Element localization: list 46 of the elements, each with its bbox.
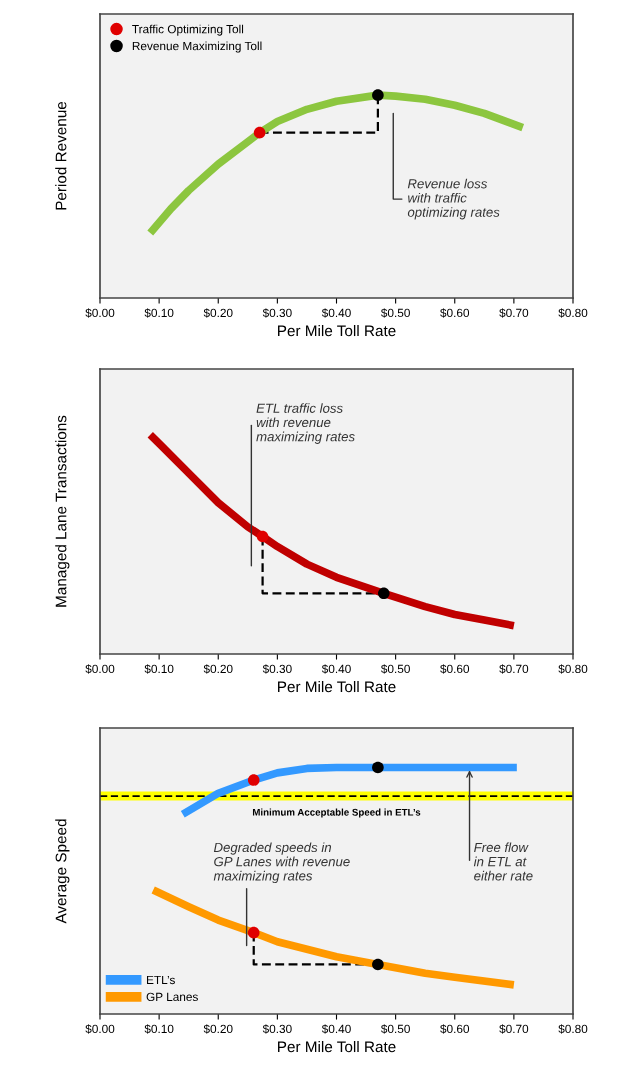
x-tick-label: $0.10 bbox=[144, 1024, 174, 1034]
annotation: Revenue loss with traffic optimizing rates bbox=[407, 178, 500, 220]
point bbox=[247, 926, 260, 939]
x-tick-label: $0.70 bbox=[499, 1024, 529, 1034]
x-tick-label: $0.50 bbox=[380, 664, 410, 674]
x-tick-label: $0.60 bbox=[440, 308, 470, 318]
y-axis-title: Period Revenue bbox=[55, 101, 67, 210]
legend-label: ETL’s bbox=[147, 975, 175, 985]
point bbox=[372, 761, 384, 774]
y-axis-title: Average Speed bbox=[55, 819, 70, 924]
x-tick-label: $0.40 bbox=[321, 308, 351, 318]
x-axis-title: Per Mile Toll Rate bbox=[278, 680, 396, 693]
x-tick-label: $0.60 bbox=[440, 664, 470, 674]
x-tick-label: $0.30 bbox=[262, 664, 292, 674]
x-tick-label: $0.40 bbox=[321, 664, 351, 674]
x-tick-label: $0.10 bbox=[144, 308, 174, 318]
x-axis-title: Per Mile Toll Rate bbox=[278, 324, 396, 337]
x-tick-label: $0.10 bbox=[144, 664, 174, 674]
annotation: Degraded speeds in GP Lanes with revenue maximizing rates bbox=[213, 842, 350, 884]
x-tick-label: $0.20 bbox=[203, 308, 233, 318]
x-axis-title: Per Mile Toll Rate bbox=[278, 1040, 396, 1053]
x-tick-label: $0.20 bbox=[203, 1024, 233, 1034]
x-tick-label: $0.80 bbox=[558, 1024, 588, 1034]
x-tick-label: $0.30 bbox=[262, 308, 292, 318]
legend-label: Revenue Maximizing Toll bbox=[132, 41, 262, 53]
x-tick-label: $0.40 bbox=[321, 1024, 351, 1034]
x-tick-label: $0.60 bbox=[440, 1024, 470, 1034]
x-tick-label: $0.20 bbox=[203, 664, 233, 674]
annotation: ETL traffic loss with revenue maximizing rates bbox=[256, 403, 355, 444]
x-tick-label: $0.00 bbox=[85, 1024, 115, 1034]
x-tick-label: $0.50 bbox=[380, 1024, 410, 1034]
legend-label: GP Lanes bbox=[146, 992, 198, 1002]
x-tick-label: $0.00 bbox=[85, 308, 115, 318]
x-tick-label: $0.70 bbox=[499, 664, 529, 674]
x-tick-label: $0.80 bbox=[558, 664, 588, 674]
x-tick-label: $0.80 bbox=[558, 308, 588, 318]
point bbox=[372, 958, 384, 971]
annotation: Free flow in ETL at either rate bbox=[473, 842, 533, 881]
point bbox=[247, 774, 260, 786]
ref-line-label: Minimum Acceptable Speed in ETL’s bbox=[252, 808, 421, 818]
y-axis-title: Managed Lane Transactions bbox=[55, 415, 70, 607]
x-tick-label: $0.50 bbox=[380, 308, 410, 318]
x-tick-label: $0.70 bbox=[499, 308, 529, 318]
legend-label: Traffic Optimizing Toll bbox=[132, 24, 244, 36]
x-tick-label: $0.00 bbox=[85, 664, 115, 674]
x-tick-label: $0.30 bbox=[262, 1024, 292, 1034]
